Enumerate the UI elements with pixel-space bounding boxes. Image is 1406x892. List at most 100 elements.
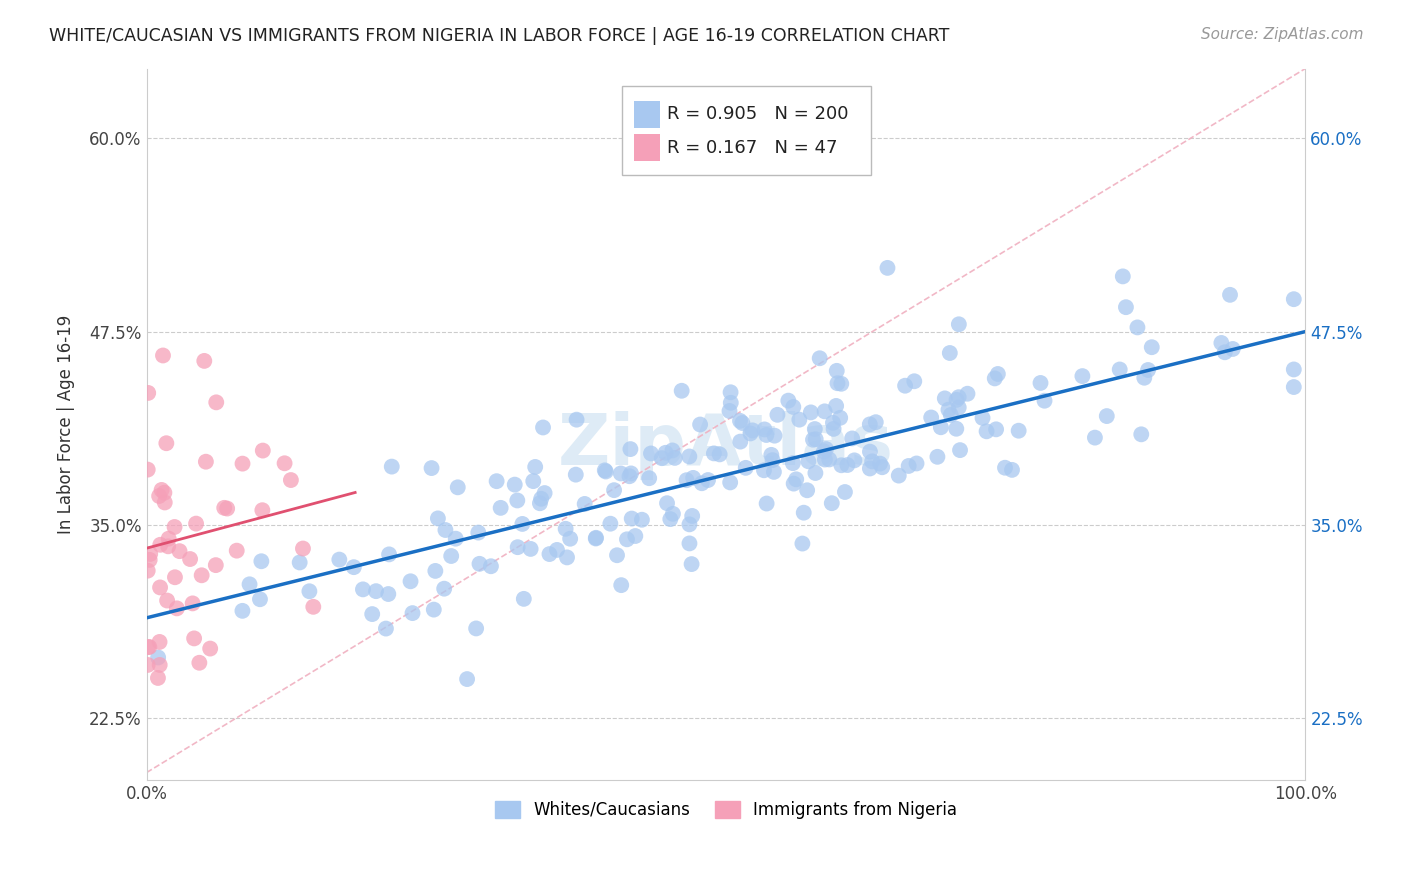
Point [555,550,578,565]
Point [761,448,783,462]
Point [533,486,555,500]
Point [468,557,491,571]
Point [741,423,763,437]
Point [423,602,446,616]
Point [659,512,682,526]
Point [249,592,271,607]
Point [169,544,191,558]
Point [425,564,447,578]
Point [252,443,274,458]
Point [638,471,661,485]
Point [399,574,422,589]
Point [139,547,162,561]
Point [506,493,529,508]
Point [804,422,827,436]
Point [157,532,180,546]
Point [1001,463,1024,477]
Point [682,471,704,485]
Point [467,525,489,540]
Point [343,560,366,574]
Point [273,456,295,470]
Point [489,500,512,515]
Text: Source: ZipAtlas.com: Source: ZipAtlas.com [1201,27,1364,42]
Point [821,416,844,430]
Point [876,260,898,275]
Point [837,458,859,472]
Point [157,539,180,553]
Point [752,463,775,477]
Point [136,657,159,672]
Point [153,495,176,509]
Point [830,376,852,391]
Point [1112,269,1135,284]
Point [538,547,561,561]
Point [651,451,673,466]
Point [808,351,831,366]
Point [934,392,956,406]
Point [250,554,273,568]
Point [929,420,952,434]
Point [825,399,848,413]
Point [179,552,201,566]
Point [205,395,228,409]
Point [755,428,778,442]
Point [690,476,713,491]
Point [718,404,741,418]
Point [697,473,720,487]
FancyBboxPatch shape [634,101,659,128]
Point [844,453,866,467]
Point [465,622,488,636]
Point [782,476,804,491]
Point [948,390,970,404]
Point [984,422,1007,436]
Point [1222,342,1244,356]
Point [1115,300,1137,314]
Point [859,444,882,458]
Point [834,485,856,500]
Point [905,457,928,471]
Point [887,468,910,483]
Point [945,422,967,436]
Point [444,532,467,546]
Point [585,532,607,546]
Point [956,386,979,401]
Point [782,400,804,414]
Point [728,414,751,428]
Point [554,522,576,536]
Point [378,547,401,561]
Point [841,432,863,446]
Point [193,354,215,368]
Text: R = 0.905   N = 200: R = 0.905 N = 200 [666,105,848,123]
Point [814,404,837,418]
Point [188,656,211,670]
Point [302,599,325,614]
Point [136,640,159,654]
Point [153,485,176,500]
Point [231,457,253,471]
Point [860,454,883,468]
Point [610,467,633,481]
Point [689,417,711,432]
Point [231,604,253,618]
Point [948,401,970,415]
Point [870,460,893,475]
Point [217,501,239,516]
Point [720,385,742,400]
Point [184,516,207,531]
Point [681,508,703,523]
Point [734,460,756,475]
Point [678,536,700,550]
Point [797,454,820,468]
Point [522,474,544,488]
Point [720,396,742,410]
Point [678,450,700,464]
Point [138,640,160,654]
Point [585,531,607,545]
Point [485,474,508,488]
Point [1029,376,1052,390]
Point [938,402,960,417]
Point [212,500,235,515]
Point [181,596,204,610]
Point [434,523,457,537]
Point [136,462,159,476]
